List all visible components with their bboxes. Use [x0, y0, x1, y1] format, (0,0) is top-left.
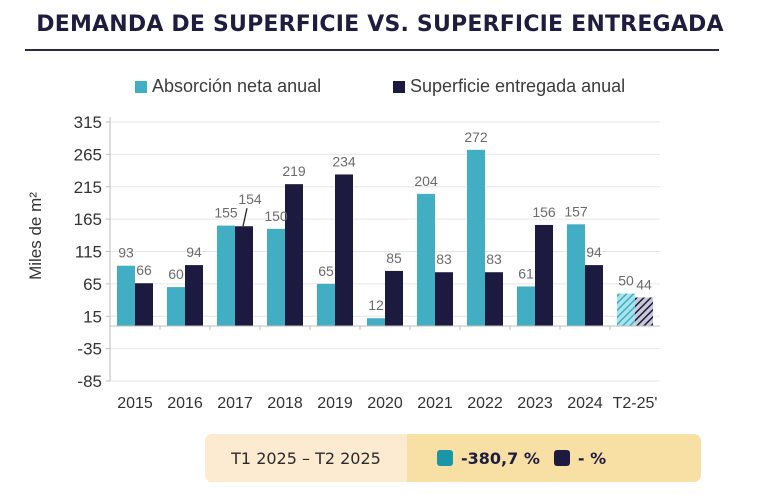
data-label: 204	[414, 173, 438, 189]
bar-absorption	[117, 265, 135, 326]
data-label: 150	[264, 208, 288, 224]
data-label: 60	[168, 266, 184, 282]
y-tick-label: 15	[83, 307, 102, 326]
x-tick-label: 2015	[117, 395, 153, 412]
bar-delivered	[635, 297, 653, 326]
data-label: 272	[464, 129, 488, 145]
x-tick-label: 2023	[517, 395, 553, 412]
bars	[117, 149, 653, 326]
bar-delivered	[585, 265, 603, 326]
y-tick-label: -35	[77, 340, 102, 359]
title-divider	[25, 49, 719, 51]
legend-swatch-absorption	[135, 80, 147, 93]
data-label: 12	[368, 297, 384, 313]
y-tick-label: 115	[75, 243, 102, 262]
bar-absorption	[167, 287, 185, 326]
chart-legend: Absorción neta anual Superficie entregad…	[0, 76, 760, 102]
summary-absorption-change: -380,7 %	[461, 448, 540, 468]
bar-absorption	[217, 225, 235, 326]
summary-delivered-change: - %	[577, 448, 607, 468]
x-tick-label: T2-25'	[613, 395, 658, 412]
chart-title: DEMANDA DE SUPERFICIE VS. SUPERFICIE ENT…	[36, 12, 724, 37]
y-tick-label: 265	[74, 145, 102, 164]
bar-delivered	[385, 270, 403, 326]
summary-swatch-absorption	[437, 450, 453, 466]
y-tick-label: -85	[77, 372, 102, 391]
bar-delivered	[285, 184, 303, 326]
data-label: 94	[186, 244, 202, 260]
y-axis-label: Miles de m²	[26, 192, 45, 280]
data-label: 93	[118, 245, 134, 261]
x-tick-label: 2017	[217, 395, 253, 412]
y-tick-label: 65	[83, 275, 102, 294]
bar-delivered	[235, 226, 253, 326]
data-label: 44	[636, 276, 652, 292]
data-label: 94	[586, 244, 602, 260]
x-tick-label: 2021	[417, 395, 453, 412]
bar-delivered	[485, 272, 503, 326]
legend-label-absorption: Absorción neta anual	[152, 76, 322, 96]
data-label: 157	[564, 203, 588, 219]
x-tick-label: 2022	[467, 395, 503, 412]
y-tick-label: 315	[74, 113, 102, 132]
data-label: 234	[332, 153, 356, 169]
axes: 315 265 215 165 115 65 15 -35 -85 2015 2016 2017 201…	[74, 113, 660, 412]
bar-absorption	[567, 224, 585, 326]
data-label: 66	[136, 262, 152, 278]
legend-item-delivered: Superficie entregada anual	[393, 76, 625, 97]
data-label: 219	[282, 163, 306, 179]
legend-swatch-delivered	[393, 80, 405, 93]
summary-period: T1 2025 – T2 2025	[205, 434, 407, 482]
data-label: 61	[518, 265, 534, 281]
x-tick-label: 2019	[317, 395, 353, 412]
bar-delivered	[185, 265, 203, 326]
data-label: 65	[318, 263, 334, 279]
summary-stats: -380,7 % - %	[437, 434, 606, 482]
bar-absorption	[267, 228, 285, 326]
bar-absorption	[317, 283, 335, 326]
x-tick-label: 2024	[567, 395, 603, 412]
data-label: 154	[238, 191, 262, 207]
y-tick-label: 215	[74, 178, 102, 197]
data-label: 83	[436, 251, 452, 267]
bar-delivered	[135, 283, 153, 326]
data-label: 85	[386, 250, 402, 266]
x-tick-label: 2016	[167, 395, 203, 412]
bar-delivered	[435, 272, 453, 326]
data-label: 50	[618, 273, 634, 289]
bar-delivered	[535, 224, 553, 326]
legend-label-delivered: Superficie entregada anual	[410, 76, 626, 96]
summary-swatch-delivered	[553, 450, 570, 466]
bar-absorption	[367, 318, 385, 326]
data-label: 156	[532, 204, 556, 220]
bar-absorption	[517, 286, 535, 326]
data-label: 155	[214, 205, 238, 221]
bar-absorption	[617, 293, 635, 326]
x-tick-label: 2020	[367, 395, 403, 412]
bar-absorption	[417, 193, 435, 326]
annotation-leader-line	[242, 208, 248, 227]
x-tick-label: 2018	[267, 395, 303, 412]
legend-item-absorption: Absorción neta anual	[135, 76, 321, 97]
bar-absorption	[467, 149, 485, 326]
data-label: 83	[486, 251, 502, 267]
bar-delivered	[335, 174, 353, 326]
y-tick-label: 165	[74, 210, 102, 229]
summary-banner: T1 2025 – T2 2025 -380,7 % - %	[205, 434, 701, 482]
